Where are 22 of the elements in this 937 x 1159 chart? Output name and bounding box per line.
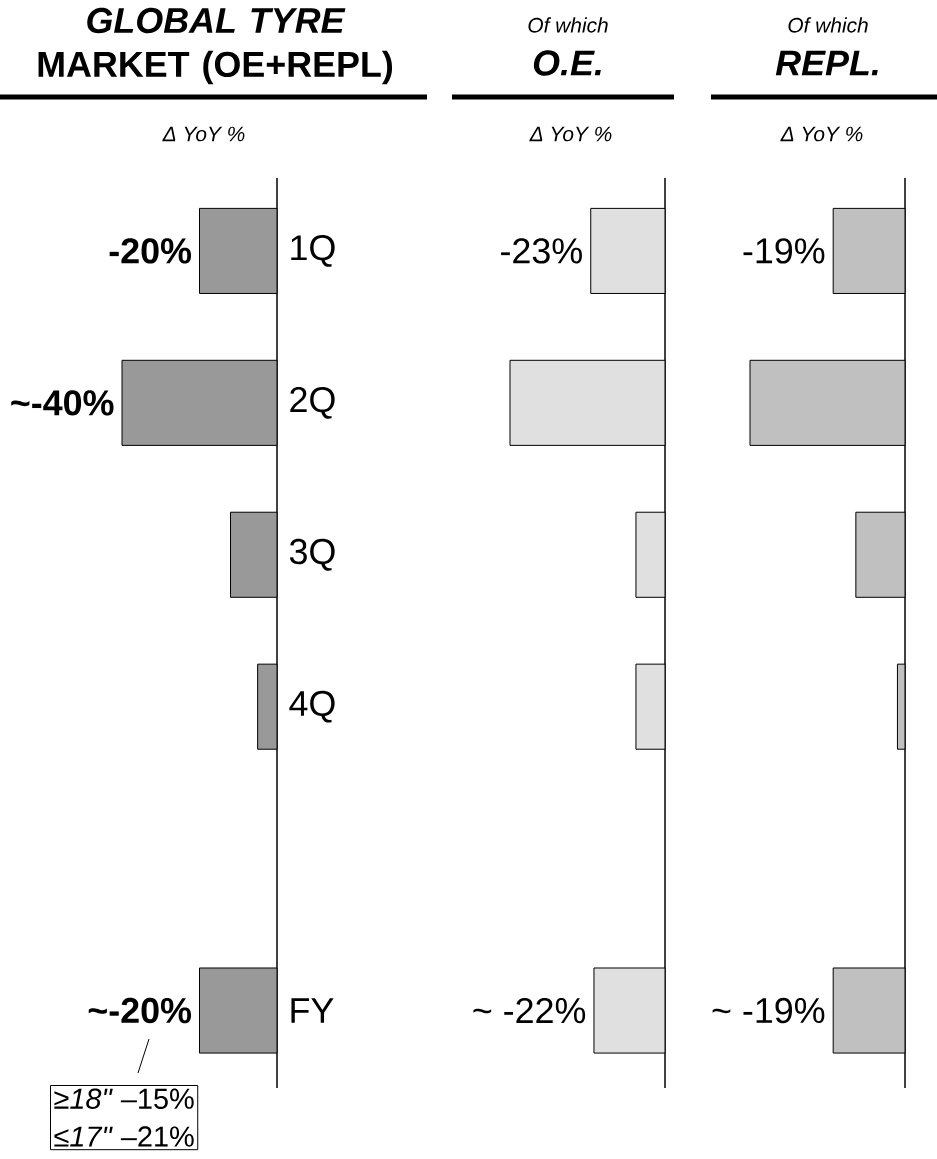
chart-title: REPL.: [775, 50, 878, 76]
text: ≤17" –21%: [54, 1126, 194, 1147]
data-label: ~ -19%: [712, 997, 825, 1024]
data-label: -23%: [501, 238, 582, 264]
data-label: -20%: [109, 238, 192, 264]
x-axis-title: Δ YoY %: [529, 126, 612, 142]
y-tick-label: FY: [291, 998, 334, 1023]
data-label: -19%: [743, 238, 825, 264]
y-tick-label: 1Q: [291, 235, 335, 267]
y-tick-label: 3Q: [289, 538, 335, 571]
data-label: ~-40%: [11, 390, 114, 416]
text: ≥18" –15%: [54, 1088, 194, 1109]
y-tick-label: 4Q: [289, 690, 335, 723]
chart-subtitle: Of which: [788, 17, 868, 33]
chart-title: GLOBAL TYRE MARKET (OE+REPL): [38, 7, 393, 85]
x-axis-title: Δ YoY %: [162, 126, 245, 142]
chart-subtitle: Of which: [528, 17, 608, 33]
chart-title: O.E.: [533, 50, 601, 76]
data-label: ~-20%: [88, 997, 192, 1024]
y-tick-label: 2Q: [290, 386, 335, 419]
data-label: ~ -22%: [473, 997, 586, 1024]
x-axis-title: Δ YoY %: [780, 126, 863, 142]
